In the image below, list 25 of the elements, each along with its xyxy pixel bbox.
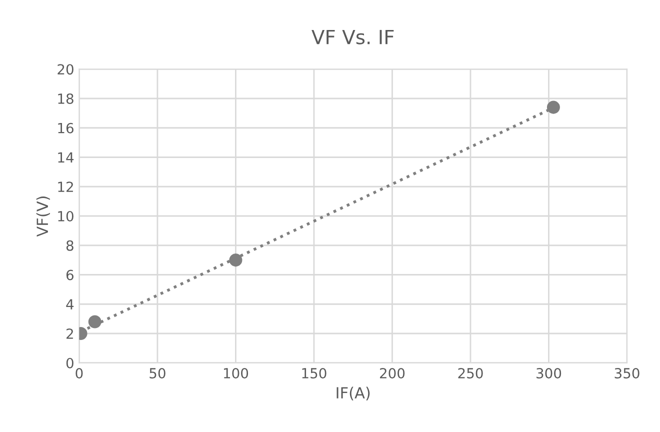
x-tick-label: 200: [380, 368, 405, 378]
point: [229, 254, 242, 267]
x-tick-label: 350: [614, 368, 640, 378]
y-tick-label: 14: [58, 152, 74, 163]
y-tick-label: 2: [66, 328, 73, 339]
y-tick-label: 18: [58, 93, 74, 104]
y-tick-label: 10: [58, 210, 74, 222]
y-tick-label: 0: [66, 358, 74, 368]
x-tick-label: 0: [76, 368, 83, 378]
chart-title: VF Vs. IF: [312, 30, 394, 44]
point: [88, 315, 102, 328]
y-tick-label: 16: [58, 122, 74, 134]
x-tick-label: 300: [536, 368, 562, 378]
y-tick-label: 4: [66, 299, 74, 310]
x-tick-label: 50: [150, 368, 166, 378]
y-tick-label: 20: [58, 64, 74, 75]
x-tick-label: 100: [224, 368, 248, 378]
x-axis-title: IF(A): [336, 386, 370, 400]
y-tick-label: 12: [58, 182, 73, 192]
x-tick-label: 250: [458, 368, 483, 378]
y-tick-label: 8: [66, 240, 74, 251]
y-tick-label: 6: [66, 270, 74, 280]
point: [546, 100, 560, 114]
y-axis-title: VF(V): [36, 196, 50, 237]
x-tick-label: 150: [302, 368, 326, 378]
